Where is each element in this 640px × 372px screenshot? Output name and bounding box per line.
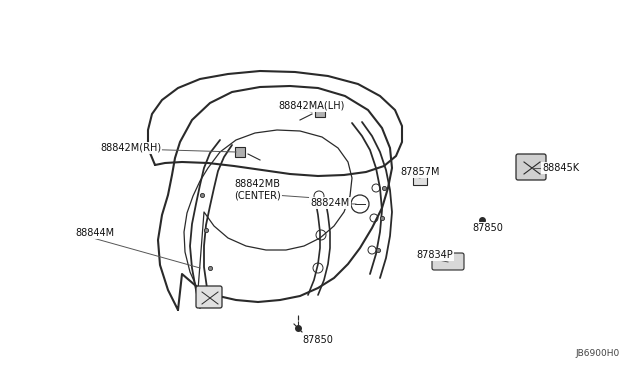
FancyBboxPatch shape <box>432 253 464 270</box>
Text: 88842MA(LH): 88842MA(LH) <box>278 101 344 111</box>
Text: 87834P: 87834P <box>416 250 452 260</box>
FancyBboxPatch shape <box>196 286 222 308</box>
Text: 88844M: 88844M <box>75 228 114 238</box>
Text: 87850: 87850 <box>472 223 503 233</box>
Text: 88842M(RH): 88842M(RH) <box>100 143 161 153</box>
FancyBboxPatch shape <box>413 171 427 185</box>
Text: 88842MB
(CENTER): 88842MB (CENTER) <box>234 179 281 201</box>
Text: JB6900H0: JB6900H0 <box>576 349 620 358</box>
FancyBboxPatch shape <box>516 154 546 180</box>
Text: 88824M: 88824M <box>310 198 349 208</box>
Text: 88845K: 88845K <box>542 163 579 173</box>
Text: 87850: 87850 <box>302 335 333 345</box>
Text: 87857M: 87857M <box>400 167 440 177</box>
